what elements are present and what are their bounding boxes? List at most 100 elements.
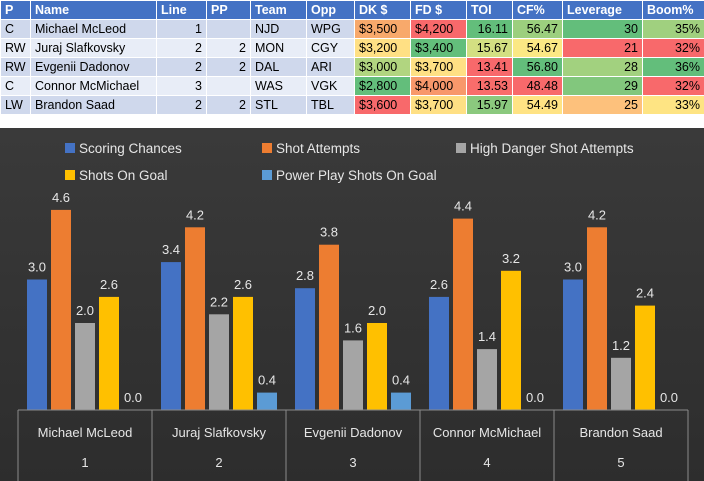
cell-name: Evgenii Dadonov: [30, 57, 157, 77]
legend-label-1: Scoring Chances: [79, 141, 182, 156]
bar-2-2: [185, 227, 205, 410]
bar-2-4: [233, 296, 253, 410]
table-row: LW Brandon Saad 2 2 STL TBL $3,600 $3,700 15.97 5…: [0, 95, 704, 115]
bar-value-label: 1.2: [612, 338, 630, 353]
legend-swatch-4: [65, 170, 75, 180]
category-name-label: Evgenii Dadonov: [304, 425, 403, 440]
cell-fd: $4,000: [410, 76, 467, 96]
bar-value-label: 2.0: [76, 303, 94, 318]
bar-1-3: [75, 323, 95, 410]
table-row: RW Evgenii Dadonov 2 2 DAL ARI $3,000 $3,700 13.…: [0, 57, 704, 77]
cell-line: 1: [156, 19, 207, 39]
cell-pos: LW: [0, 95, 31, 115]
bar-value-label: 0.0: [124, 390, 142, 405]
bar-value-label: 4.4: [454, 199, 472, 214]
legend-swatch-5: [262, 170, 272, 180]
cell-toi: 16.11: [466, 19, 513, 39]
bar-2-3: [209, 314, 229, 410]
cell-name: Michael McLeod: [30, 19, 157, 39]
bar-value-label: 3.2: [502, 251, 520, 266]
header-dk: DK $: [354, 0, 411, 20]
cell-line: 2: [156, 38, 207, 58]
bar-value-label: 2.6: [234, 277, 252, 292]
header-boom: Boom%: [642, 0, 704, 20]
bar-chart: Scoring Chances Shot Attempts High Danger …: [17, 141, 689, 481]
cell-name: Juraj Slafkovsky: [30, 38, 157, 58]
cell-pp: [206, 19, 251, 39]
cell-toi: 15.97: [466, 95, 513, 115]
cell-pos: C: [0, 19, 31, 39]
cell-dk: $3,600: [354, 95, 411, 115]
category-name-label: Juraj Slafkovsky: [172, 425, 266, 440]
bar-3-4: [367, 323, 387, 410]
category-name-label: Brandon Saad: [579, 425, 662, 440]
bar-4-3: [477, 349, 497, 410]
header-leverage: Leverage: [562, 0, 643, 20]
cell-cf: 56.47: [512, 19, 563, 39]
header-team: Team: [250, 0, 307, 20]
cell-boom: 35%: [642, 19, 704, 39]
legend-label-4: Shots On Goal: [79, 168, 168, 183]
header-toi: TOI: [466, 0, 513, 20]
cell-line: 3: [156, 76, 207, 96]
cell-pp: 2: [206, 95, 251, 115]
cell-team: MON: [250, 38, 307, 58]
bar-4-1: [429, 296, 449, 410]
bar-value-label: 4.2: [186, 207, 204, 222]
cell-team: NJD: [250, 19, 307, 39]
cell-leverage: 29: [562, 76, 643, 96]
legend-swatch-3: [456, 143, 466, 153]
cell-boom: 36%: [642, 57, 704, 77]
bar-value-label: 2.0: [368, 303, 386, 318]
bar-value-label: 2.6: [430, 277, 448, 292]
cell-leverage: 28: [562, 57, 643, 77]
bar-3-1: [295, 288, 315, 410]
header-name: Name: [30, 0, 157, 20]
bar-value-label: 2.2: [210, 294, 228, 309]
bar-value-label: 1.6: [344, 320, 362, 335]
cell-toi: 13.53: [466, 76, 513, 96]
cell-pos: RW: [0, 38, 31, 58]
cell-team: WAS: [250, 76, 307, 96]
category-group-label: 4: [483, 455, 490, 470]
legend-swatch-1: [65, 143, 75, 153]
bar-value-label: 3.0: [564, 260, 582, 275]
category-group-label: 5: [617, 455, 624, 470]
cell-pos: RW: [0, 57, 31, 77]
bar-value-label: 4.6: [52, 190, 70, 205]
cell-dk: $3,500: [354, 19, 411, 39]
header-fd: FD $: [410, 0, 467, 20]
bar-value-label: 2.6: [100, 277, 118, 292]
bar-5-1: [563, 279, 583, 410]
header-pos: P: [0, 0, 31, 20]
cell-dk: $3,200: [354, 38, 411, 58]
bar-5-2: [587, 227, 607, 410]
category-group-label: 1: [81, 455, 88, 470]
cell-team: DAL: [250, 57, 307, 77]
category-group-label: 3: [349, 455, 356, 470]
bar-value-label: 2.8: [296, 268, 314, 283]
cell-toi: 15.67: [466, 38, 513, 58]
cell-fd: $3,700: [410, 95, 467, 115]
cell-dk: $3,000: [354, 57, 411, 77]
cell-leverage: 21: [562, 38, 643, 58]
cell-team: STL: [250, 95, 307, 115]
cell-fd: $3,700: [410, 57, 467, 77]
header-pp: PP: [206, 0, 251, 20]
category-group-label: 2: [215, 455, 222, 470]
table-row: C Michael McLeod 1 NJD WPG $3,500 $4,200 16.11 5…: [0, 19, 704, 39]
cell-cf: 54.67: [512, 38, 563, 58]
bar-value-label: 0.0: [526, 390, 544, 405]
cell-fd: $3,400: [410, 38, 467, 58]
bar-5-3: [611, 357, 631, 410]
legend-label-2: Shot Attempts: [276, 141, 360, 156]
bar-2-1: [161, 262, 181, 410]
table-row: RW Juraj Slafkovsky 2 2 MON CGY $3,200 $3,400 15…: [0, 38, 704, 58]
bar-value-label: 3.8: [320, 225, 338, 240]
bar-3-3: [343, 340, 363, 410]
cell-toi: 13.41: [466, 57, 513, 77]
cell-opp: TBL: [306, 95, 355, 115]
player-stats-table: P Name Line PP Team Opp DK $ FD $ TOI CF…: [0, 0, 704, 115]
cell-line: 2: [156, 57, 207, 77]
chart-area: Scoring Chances Shot Attempts High Danger …: [0, 128, 704, 481]
